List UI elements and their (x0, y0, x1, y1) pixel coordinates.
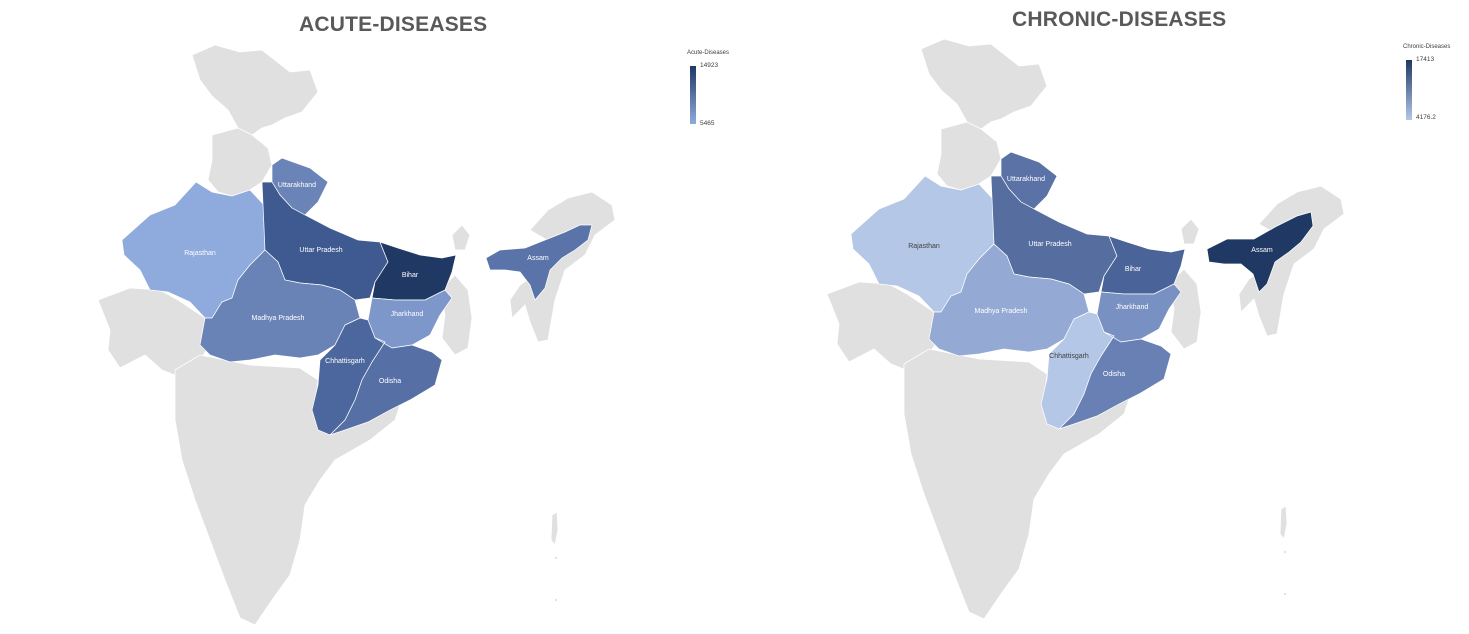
state-labels: Uttarakhand Uttar Pradesh Bihar Rajastha… (184, 182, 549, 385)
label-jharkhand: Jharkhand (1116, 304, 1149, 311)
label-jharkhand: Jharkhand (391, 311, 424, 318)
legend-max-value: 17413 (1416, 56, 1435, 63)
label-uttar-pradesh: Uttar Pradesh (299, 247, 342, 254)
highlighted-states (850, 151, 1314, 430)
india-map: Uttarakhand Uttar Pradesh Bihar Rajastha… (826, 38, 1345, 620)
state-madhya-pradesh[interactable] (928, 243, 1090, 357)
highlighted-states (121, 157, 593, 436)
label-bihar: Bihar (402, 272, 419, 279)
map-title: ACUTE-DISEASES (299, 13, 488, 36)
label-chhattisgarh: Chhattisgarh (325, 358, 365, 365)
state-madhya-pradesh[interactable] (199, 249, 361, 363)
legend-title: Chronic-Diseases (1403, 44, 1451, 50)
legend-min-value: 4176.2 (1416, 114, 1436, 121)
state-odisha[interactable] (329, 337, 443, 436)
legend-max-value: 14923 (700, 62, 719, 69)
acute-diseases-map-panel: ACUTE-DISEASES (0, 0, 734, 634)
chronic-diseases-map-panel: CHRONIC-DISEASES (734, 0, 1468, 634)
india-map: Uttarakhand Uttar Pradesh Bihar Rajastha… (97, 44, 616, 626)
legend-gradient-bar (1406, 60, 1412, 120)
label-chhattisgarh: Chhattisgarh (1049, 353, 1089, 360)
label-rajasthan: Rajasthan (908, 243, 940, 250)
label-assam: Assam (527, 255, 549, 262)
label-assam: Assam (1251, 247, 1273, 254)
india-base-land (97, 44, 616, 626)
india-base-land (826, 38, 1345, 620)
state-odisha[interactable] (1058, 331, 1172, 430)
map-title: CHRONIC-DISEASES (1012, 8, 1227, 31)
label-uttar-pradesh: Uttar Pradesh (1028, 241, 1071, 248)
label-bihar: Bihar (1125, 266, 1142, 273)
state-labels: Uttarakhand Uttar Pradesh Bihar Rajastha… (908, 176, 1273, 378)
legend-min-value: 5465 (700, 120, 715, 127)
label-uttarakhand: Uttarakhand (1007, 176, 1045, 183)
legend-title: Acute-Diseases (687, 50, 730, 56)
label-madhya-pradesh: Madhya Pradesh (975, 308, 1028, 315)
label-uttarakhand: Uttarakhand (278, 182, 316, 189)
label-odisha: Odisha (1103, 371, 1125, 378)
label-madhya-pradesh: Madhya Pradesh (252, 315, 305, 322)
state-assam[interactable] (1206, 211, 1314, 293)
legend-gradient-bar (690, 66, 696, 124)
label-rajasthan: Rajasthan (184, 250, 216, 257)
label-odisha: Odisha (379, 378, 401, 385)
state-assam[interactable] (485, 224, 593, 301)
